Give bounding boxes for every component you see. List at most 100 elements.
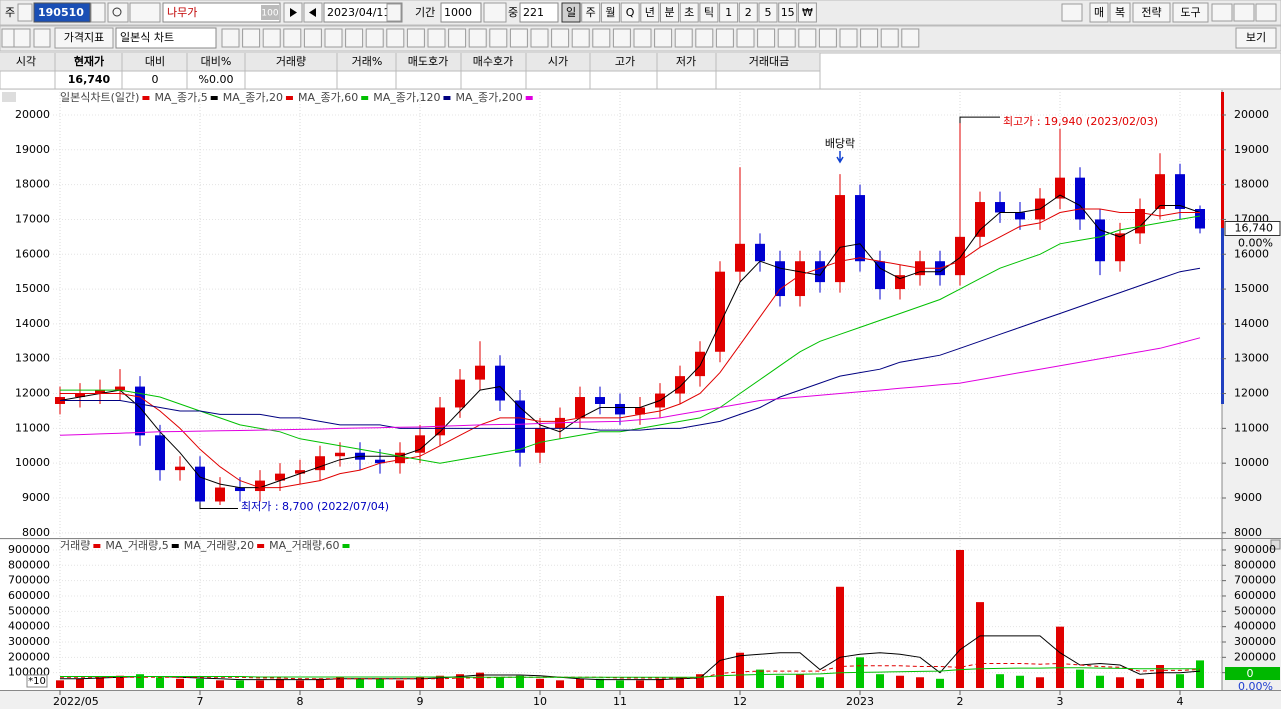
name-input[interactable]	[162, 2, 281, 23]
interval-button[interactable]	[758, 2, 778, 23]
tool-icon[interactable]	[242, 28, 261, 48]
tool-icon[interactable]	[880, 28, 899, 48]
code-dropdown[interactable]	[90, 2, 106, 23]
legend-label: MA_거래량,60	[269, 539, 339, 552]
candle-body	[415, 435, 425, 453]
icon-button[interactable]	[1211, 3, 1233, 22]
tool-icon[interactable]	[489, 28, 508, 48]
tool-icon[interactable]	[509, 28, 528, 48]
ma-line	[60, 267, 1201, 431]
tool-icon[interactable]	[901, 28, 920, 48]
search-button[interactable]	[107, 2, 129, 23]
tool-icon[interactable]	[571, 28, 590, 48]
icon-button[interactable]	[33, 28, 51, 48]
tool-icon[interactable]	[612, 28, 631, 48]
tool-icon[interactable]	[674, 28, 693, 48]
interval-label: ₩	[802, 6, 813, 19]
tool-icon[interactable]	[283, 28, 302, 48]
icon-button[interactable]	[1061, 3, 1083, 22]
sort-button[interactable]	[129, 2, 161, 23]
tool-icon[interactable]	[468, 28, 487, 48]
interval-button[interactable]	[640, 2, 660, 23]
candle-body	[275, 473, 285, 481]
legend-label: MA_종가,60	[298, 91, 358, 104]
candle-body	[975, 202, 985, 237]
panel-toggle[interactable]	[2, 92, 16, 102]
tool-icon[interactable]	[736, 28, 755, 48]
view-input[interactable]	[519, 2, 559, 23]
ma-line	[60, 635, 1201, 681]
interval-button[interactable]	[719, 2, 739, 23]
table-header: 매수호가	[473, 55, 513, 68]
tool-icon[interactable]	[654, 28, 673, 48]
tool-icon[interactable]	[345, 28, 364, 48]
style-dropdown[interactable]	[115, 27, 217, 49]
top-right-label: 도구	[1180, 6, 1200, 19]
period-spinner[interactable]	[483, 2, 507, 23]
tool-icon[interactable]	[427, 28, 446, 48]
candle-body	[775, 261, 785, 297]
tool-icon[interactable]	[818, 28, 837, 48]
code-text: 190510	[38, 6, 84, 19]
legend-swatch	[93, 544, 101, 548]
high-marker	[959, 116, 1000, 124]
candle-body	[135, 386, 145, 436]
interval-button[interactable]	[738, 2, 758, 23]
volume-bar	[896, 675, 904, 689]
tool-icon[interactable]	[262, 28, 281, 48]
candle-body	[615, 403, 625, 415]
tool-icon[interactable]	[777, 28, 796, 48]
candle-body	[295, 470, 305, 474]
date-dropdown[interactable]	[386, 3, 402, 22]
legend-swatch	[171, 544, 179, 548]
tool-icon[interactable]	[695, 28, 714, 48]
interval-button[interactable]	[699, 2, 719, 23]
volume-bar	[976, 602, 984, 689]
tool-icon[interactable]	[551, 28, 570, 48]
tool-icon[interactable]	[303, 28, 322, 48]
tool-icon[interactable]	[221, 28, 240, 48]
code-input[interactable]	[33, 2, 91, 23]
icon-button[interactable]	[13, 28, 31, 48]
tool-icon[interactable]	[406, 28, 425, 48]
tool-icon[interactable]	[530, 28, 549, 48]
tool-icon[interactable]	[365, 28, 384, 48]
interval-button[interactable]	[660, 2, 679, 23]
period-input[interactable]	[440, 2, 482, 23]
top-right-label: 전략	[1141, 6, 1161, 19]
interval-button[interactable]	[620, 2, 640, 23]
volume-bar	[756, 669, 764, 689]
top-right-button[interactable]	[1172, 2, 1209, 23]
tool-icon[interactable]	[448, 28, 467, 48]
tool-icon[interactable]	[798, 28, 817, 48]
tool-icon[interactable]	[324, 28, 343, 48]
interval-button[interactable]	[797, 2, 817, 23]
tool-icon[interactable]	[839, 28, 858, 48]
date-input[interactable]	[323, 2, 403, 23]
x-tick-label: 3	[1057, 695, 1064, 708]
interval-button[interactable]	[778, 2, 798, 23]
panel-close[interactable]	[1270, 539, 1281, 550]
volume-bar	[636, 680, 644, 689]
top-right-button[interactable]	[1132, 2, 1171, 23]
market-dropdown[interactable]	[17, 3, 33, 22]
view-button[interactable]	[1235, 27, 1277, 49]
style-label: 일본식 차트	[120, 30, 174, 44]
interval-button[interactable]	[679, 2, 699, 23]
tool-icon[interactable]	[860, 28, 879, 48]
top-right-button[interactable]	[1109, 2, 1131, 23]
interval-button[interactable]	[561, 2, 581, 23]
y-tick-label: 800000	[8, 558, 50, 571]
icon-button[interactable]	[1255, 3, 1277, 22]
tool-icon[interactable]	[386, 28, 405, 48]
interval-button[interactable]	[581, 2, 601, 23]
indicator-button[interactable]	[54, 27, 114, 49]
top-right-button[interactable]	[1089, 2, 1109, 23]
y-tick-label-right: 15000	[1234, 282, 1269, 295]
tool-icon[interactable]	[633, 28, 652, 48]
tool-icon[interactable]	[592, 28, 611, 48]
icon-button[interactable]	[1233, 3, 1255, 22]
interval-button[interactable]	[600, 2, 620, 23]
tool-icon[interactable]	[715, 28, 734, 48]
tool-icon[interactable]	[757, 28, 776, 48]
